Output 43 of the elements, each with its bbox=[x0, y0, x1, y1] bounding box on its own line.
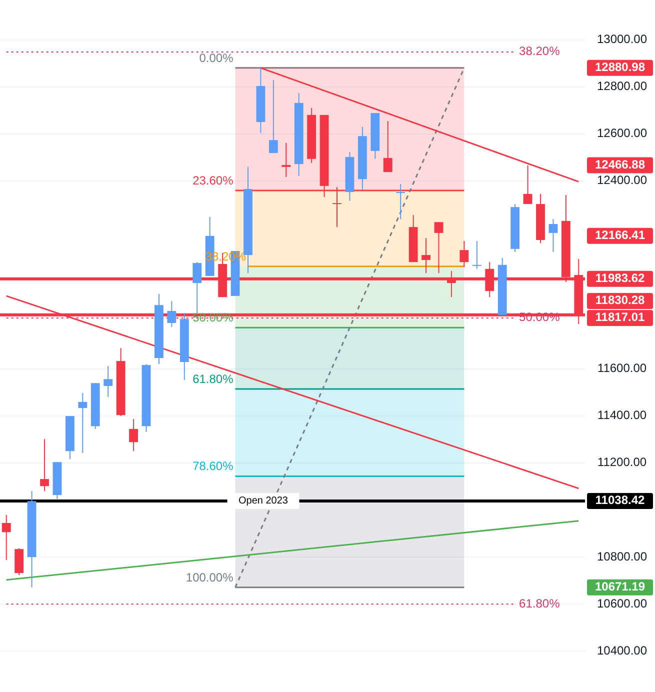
candlestick bbox=[434, 222, 444, 274]
y-tick-label: 13000.00 bbox=[596, 32, 648, 46]
y-tick-label: 12400.00 bbox=[596, 173, 648, 188]
candlestick bbox=[78, 392, 88, 454]
y-tick-label: 11983.62 bbox=[595, 271, 646, 286]
candlestick bbox=[422, 238, 430, 274]
candlestick bbox=[396, 184, 406, 220]
candlestick bbox=[472, 240, 482, 270]
candlestick bbox=[14, 548, 24, 576]
y-tick-label: 12466.88 bbox=[594, 157, 646, 172]
candlestick bbox=[2, 514, 11, 561]
series-label: 0.00% bbox=[199, 50, 234, 65]
series-label: 100.00% bbox=[186, 570, 234, 584]
candlestick bbox=[282, 142, 291, 178]
y-tick-label: 11200.00 bbox=[597, 455, 647, 470]
series-label: 61.80% bbox=[192, 372, 234, 386]
y-tick-label: 10400.00 bbox=[596, 643, 648, 658]
y-tick-label: 11400.00 bbox=[597, 408, 647, 422]
series-label: 38.20% bbox=[519, 44, 560, 58]
series-label: 23.60% bbox=[192, 174, 234, 188]
candlestick bbox=[383, 120, 392, 173]
series-label: 78.60% bbox=[192, 459, 234, 474]
candlestick bbox=[40, 438, 49, 492]
candlestick bbox=[268, 79, 278, 154]
y-tick-label: 10671.19 bbox=[594, 580, 646, 594]
y-tick-label: 12880.98 bbox=[594, 60, 646, 74]
y-tick-label: 12166.41 bbox=[594, 228, 646, 242]
candlestick bbox=[104, 365, 113, 398]
candlestick bbox=[548, 218, 558, 252]
y-tick-label: 10800.00 bbox=[596, 549, 648, 564]
candlestick bbox=[167, 300, 176, 328]
series-label: 61.80% bbox=[519, 596, 560, 610]
ref-line-label: 11830.28 bbox=[595, 293, 646, 308]
y-tick-label: 11817.01 bbox=[595, 310, 646, 324]
y-tick-label: 12600.00 bbox=[596, 126, 648, 140]
candlestick bbox=[192, 262, 202, 314]
candlestick bbox=[129, 418, 138, 452]
ref-line-label: Open 2023 bbox=[238, 496, 288, 507]
y-tick-label: 10600.00 bbox=[596, 596, 648, 610]
y-tick-label: 12800.00 bbox=[596, 79, 648, 94]
y-tick-label: 11038.42 bbox=[595, 493, 646, 508]
candlestick bbox=[460, 240, 469, 268]
y-tick-label: 11600.00 bbox=[597, 361, 647, 376]
